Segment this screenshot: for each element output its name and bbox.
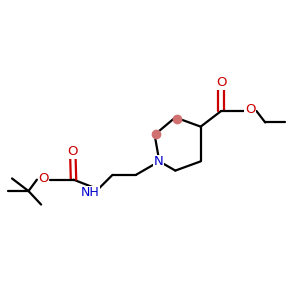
Text: O: O (68, 145, 78, 158)
Text: NH: NH (80, 186, 99, 200)
Text: N: N (154, 155, 164, 169)
Text: O: O (216, 76, 226, 89)
Text: O: O (38, 172, 49, 185)
Text: O: O (245, 103, 255, 116)
